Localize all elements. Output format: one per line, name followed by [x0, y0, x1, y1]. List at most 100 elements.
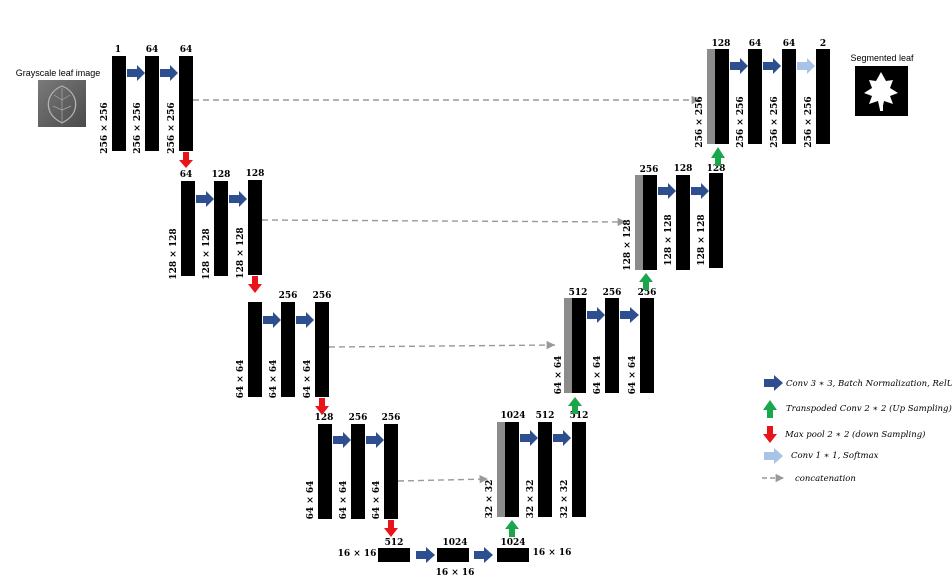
size-label: 64 × 64: [303, 360, 313, 399]
conv-arrow: [658, 183, 676, 199]
conv-arrow: [553, 430, 571, 446]
conv-arrow: [474, 547, 493, 563]
conv-arrow: [333, 432, 351, 448]
channel-label: 256: [382, 413, 401, 423]
size-label: 64 × 64: [339, 481, 349, 520]
channel-label: 1024: [442, 538, 467, 548]
channel-label: 256: [603, 288, 622, 298]
maxpool-arrow: [315, 398, 329, 415]
size-label: 128 × 128: [236, 227, 246, 278]
channel-label: 128: [712, 39, 731, 49]
feature-map-block-skip: [564, 298, 572, 393]
conv-arrow: [587, 307, 605, 323]
channel-label: 512: [385, 538, 404, 548]
channel-label: 256: [279, 291, 298, 301]
conv-arrow: [416, 547, 435, 563]
leaf-mask-icon: [855, 66, 908, 116]
size-label: 32 × 32: [526, 480, 536, 519]
upsample-arrow-icon: [763, 400, 777, 418]
conv-arrow: [127, 65, 145, 81]
maxpool-arrow: [248, 276, 262, 293]
upsample-arrows: [505, 147, 725, 537]
conv-arrow: [620, 307, 639, 323]
skip-connections: [193, 95, 700, 484]
channel-label: 256: [638, 288, 657, 298]
legend-label: Conv 1 ∗ 1, Softmax: [791, 451, 879, 461]
legend-label: concatenation: [795, 474, 856, 484]
feature-map-block: [145, 56, 159, 151]
size-label: 256 × 256: [770, 96, 780, 147]
conv-arrow: [730, 58, 748, 74]
size-label: 64 × 64: [269, 360, 279, 399]
conv-arrow: [160, 65, 178, 81]
feature-map-block: [315, 302, 329, 397]
skip-connection-level4: [397, 474, 489, 484]
input-caption: Grayscale leaf image: [16, 68, 101, 78]
conv-arrow: [520, 430, 538, 446]
skip-connection-level2: [261, 217, 627, 227]
channel-label: 512: [536, 411, 555, 421]
legend-label: Transpoded Conv 2 ∗ 2 (Up Sampling): [786, 403, 952, 414]
maxpool-arrows: [179, 152, 398, 537]
channel-label: 256: [640, 165, 659, 175]
size-label: 64 × 64: [554, 356, 564, 395]
feature-map-block: [676, 175, 690, 270]
size-label: 128 × 128: [664, 214, 674, 265]
channel-label: 256: [313, 291, 332, 301]
size-label: 64 × 64: [236, 360, 246, 399]
conv-arrow: [691, 183, 709, 199]
size-label: 64 × 64: [306, 481, 316, 520]
channel-label: 64: [783, 39, 796, 49]
feature-map-block: [179, 56, 193, 151]
size-label: 16 × 16: [338, 549, 377, 559]
legend-label: Conv 3 ∗ 3, Batch Normalization, RelU: [786, 379, 952, 389]
feature-map-block: [378, 548, 410, 562]
size-label: 256 × 256: [695, 96, 705, 147]
size-label: 64 × 64: [372, 481, 382, 520]
feature-map-block: [748, 49, 762, 144]
feature-map-block-skip: [497, 422, 505, 517]
channel-label: 1024: [500, 411, 525, 421]
feature-map-block: [640, 298, 654, 393]
feature-map-block: [248, 302, 262, 397]
size-label: 128 × 128: [623, 219, 633, 270]
feature-map-block: [497, 548, 529, 562]
feature-map-block: [248, 180, 262, 275]
upsample-arrow: [711, 147, 725, 166]
size-label: 128 × 128: [202, 228, 212, 279]
channel-label: 64: [749, 39, 762, 49]
feature-map-block: [605, 298, 619, 393]
skip-connection-level3: [328, 340, 556, 350]
size-label: 256 × 256: [100, 102, 110, 153]
legend: Conv 3 ∗ 3, Batch Normalization, RelU Tr…: [762, 375, 952, 484]
channel-label: 512: [569, 288, 588, 298]
feature-map-block: [572, 422, 586, 517]
size-label: 256 × 256: [804, 96, 814, 147]
maxpool-arrow: [384, 520, 398, 537]
feature-map-block: [782, 49, 796, 144]
upsample-arrow: [568, 397, 582, 414]
feature-map-block-skip: [635, 175, 643, 270]
channel-label: 128: [246, 169, 265, 179]
size-label: 64 × 64: [628, 356, 638, 395]
channel-label: 1: [115, 45, 121, 55]
channel-label: 128: [707, 164, 726, 174]
feature-map-block: [318, 424, 332, 519]
channel-label: 256: [349, 413, 368, 423]
leaf-photo-icon: [38, 80, 86, 127]
size-label: 64 × 64: [593, 356, 603, 395]
conv-arrow: [763, 58, 781, 74]
size-label: 256 × 256: [167, 102, 177, 153]
feature-map-block: [351, 424, 365, 519]
feature-map-block: [281, 302, 295, 397]
size-label: 16 × 16: [533, 548, 572, 558]
feature-map-block: [437, 548, 469, 562]
channel-label: 512: [570, 411, 589, 421]
output-caption: Segmented leaf: [850, 53, 914, 63]
channel-label: 128: [674, 164, 693, 174]
channel-label: 2: [820, 39, 826, 49]
size-label: 32 × 32: [485, 480, 495, 519]
size-label: 16 × 16: [436, 568, 475, 577]
feature-maps: [112, 49, 830, 562]
